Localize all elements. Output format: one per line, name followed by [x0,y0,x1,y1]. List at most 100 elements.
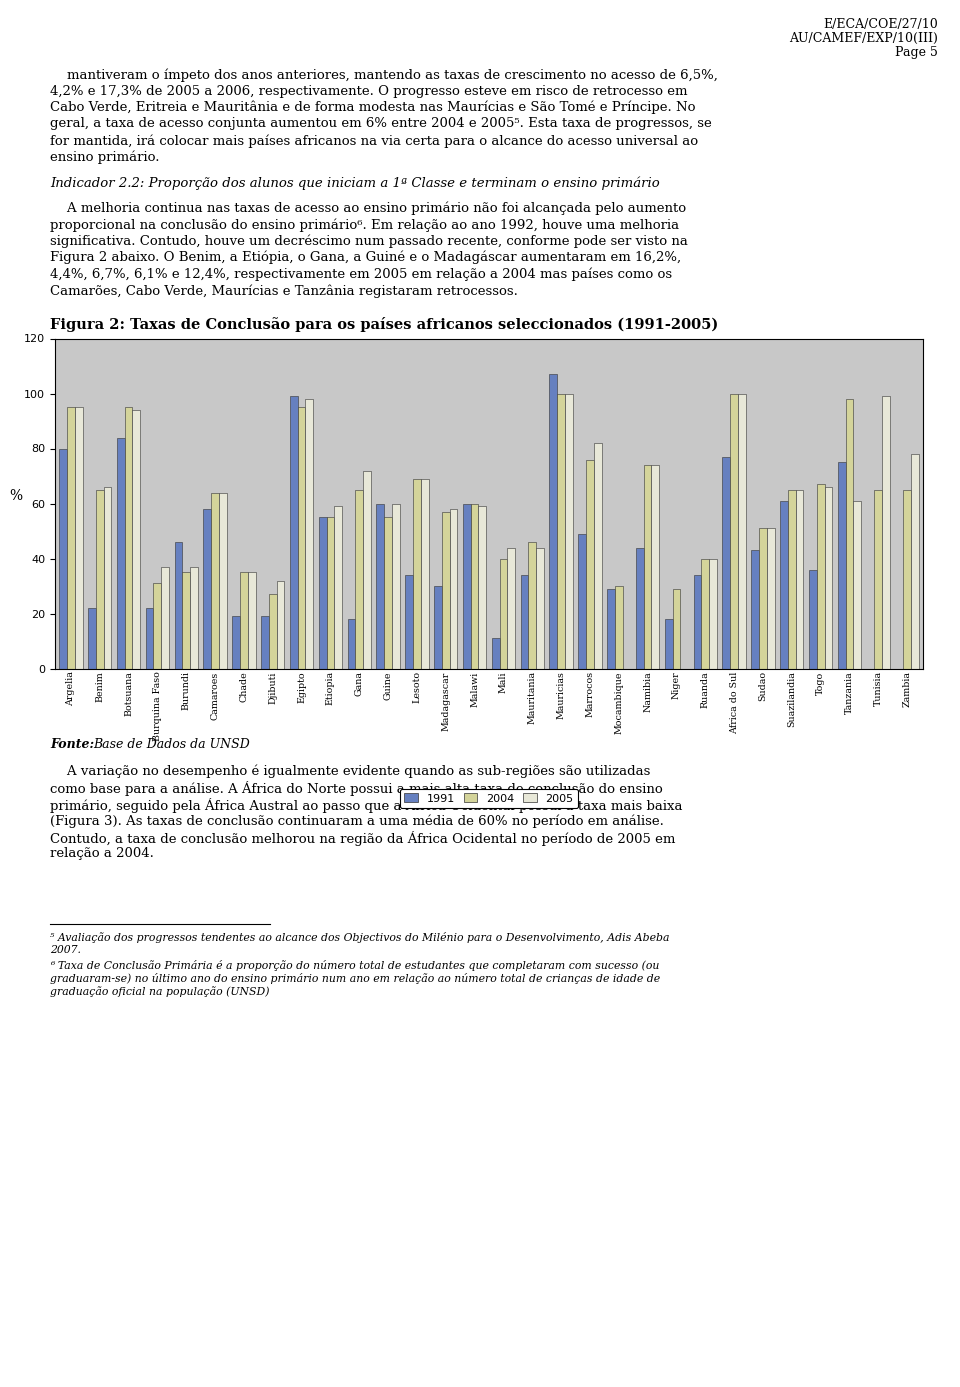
Text: Figura 2 abaixo. O Benim, a Etiópia, o Gana, a Guiné e o Madagáscar aumentaram e: Figura 2 abaixo. O Benim, a Etiópia, o G… [50,251,682,265]
Bar [376,503,384,669]
Y-axis label: %: % [10,490,22,503]
Bar [261,616,269,669]
Bar [117,437,125,669]
Bar [405,576,413,669]
Bar [449,509,457,669]
Bar [96,490,104,669]
Bar [507,548,516,669]
Bar [326,517,334,669]
Text: 4,4%, 6,7%, 6,1% e 12,4%, respectivamente em 2005 em relação a 2004 mas países c: 4,4%, 6,7%, 6,1% e 12,4%, respectivament… [50,268,672,282]
Bar [875,490,882,669]
Bar [536,548,544,669]
Bar [911,454,919,669]
Text: Fonte:: Fonte: [50,738,94,752]
Bar [853,501,861,669]
Bar [752,551,759,669]
Bar [60,448,67,669]
Bar [470,503,478,669]
Bar [420,479,428,669]
Text: 4,2% e 17,3% de 2005 a 2006, respectivamente. O progresso esteve em risco de ret: 4,2% e 17,3% de 2005 a 2006, respectivam… [50,85,687,97]
Bar [182,573,190,669]
Bar [664,619,673,669]
Bar [788,490,796,669]
Text: significativa. Contudo, houve um decréscimo num passado recente, conforme pode s: significativa. Contudo, houve um decrésc… [50,234,688,248]
Bar [355,490,363,669]
Bar [825,487,832,669]
Bar [290,397,298,669]
Bar [434,585,442,669]
Bar [175,542,182,669]
Bar [348,619,355,669]
Text: como base para a análise. A África do Norte possui a mais alta taxa de conclusão: como base para a análise. A África do No… [50,781,662,796]
Bar [809,570,817,669]
Bar [240,573,248,669]
Bar [636,548,644,669]
Text: proporcional na conclusão do ensino primário⁶. Em relação ao ano 1992, houve uma: proporcional na conclusão do ensino prim… [50,218,679,232]
Bar [269,594,276,669]
Bar [392,503,399,669]
Bar [442,512,449,669]
Bar [528,542,536,669]
Legend: 1991, 2004, 2005: 1991, 2004, 2005 [400,789,578,809]
Bar [146,608,154,669]
Bar [276,581,284,669]
Text: relação a 2004.: relação a 2004. [50,847,154,860]
Bar [738,394,746,669]
Bar [190,567,198,669]
Bar [75,408,83,669]
Text: 2007.: 2007. [50,945,81,956]
Text: graduação oficial na população (UNSD): graduação oficial na população (UNSD) [50,986,270,997]
Text: graduaram-se) no último ano do ensino primário num ano em relação ao número tota: graduaram-se) no último ano do ensino pr… [50,974,660,983]
Bar [104,487,111,669]
Text: Page 5: Page 5 [895,46,938,60]
Bar [838,462,846,669]
Bar [67,408,75,669]
Bar [557,394,565,669]
Text: for mantida, irá colocar mais países africanos na via certa para o alcance do ac: for mantida, irá colocar mais países afr… [50,135,698,147]
Text: Indicador 2.2: Proporção dos alunos que iniciam a 1ª Classe e terminam o ensino : Indicador 2.2: Proporção dos alunos que … [50,178,660,190]
Bar [211,492,219,669]
Text: geral, a taxa de acesso conjunta aumentou em 6% entre 2004 e 2005⁵. Esta taxa de: geral, a taxa de acesso conjunta aumento… [50,118,711,130]
Bar [298,408,305,669]
Text: primário, seguido pela África Austral ao passo que a África Ocidental possui a t: primário, seguido pela África Austral ao… [50,798,683,813]
Text: Camarões, Cabo Verde, Maurícias e Tanzânia registaram retrocessos.: Camarões, Cabo Verde, Maurícias e Tanzân… [50,284,517,297]
Bar [305,399,313,669]
Bar [759,528,767,669]
Text: Figura 2: Taxas de Conclusão para os países africanos seleccionados (1991-2005): Figura 2: Taxas de Conclusão para os paí… [50,316,718,331]
Bar [549,374,557,669]
Bar [693,576,702,669]
Bar [125,408,132,669]
Bar [723,456,731,669]
Bar [652,465,660,669]
Text: Base de Dados da UNSD: Base de Dados da UNSD [93,738,250,752]
Bar [492,638,499,669]
Bar [796,490,804,669]
Text: mantiveram o ímpeto dos anos anteriores, mantendo as taxas de crescimento no ace: mantiveram o ímpeto dos anos anteriores,… [50,68,718,82]
Bar [463,503,470,669]
Bar [903,490,911,669]
Text: A melhoria continua nas taxas de acesso ao ensino primário não foi alcançada pel: A melhoria continua nas taxas de acesso … [50,201,686,215]
Bar [161,567,169,669]
Text: ⁶ Taxa de Conclusão Primária é a proporção do número total de estudantes que com: ⁶ Taxa de Conclusão Primária é a proporç… [50,960,660,971]
Bar [520,576,528,669]
Text: ensino primário.: ensino primário. [50,151,159,164]
Bar [767,528,775,669]
Text: (Figura 3). As taxas de conclusão continuaram a uma média de 60% no período em a: (Figura 3). As taxas de conclusão contin… [50,814,664,828]
Bar [817,484,825,669]
Bar [578,534,586,669]
Text: E/ECA/COE/27/10: E/ECA/COE/27/10 [824,18,938,31]
Bar [232,616,240,669]
Bar [644,465,652,669]
Text: ⁵ Avaliação dos progressos tendentes ao alcance dos Objectivos do Milénio para o: ⁵ Avaliação dos progressos tendentes ao … [50,932,669,943]
Bar [614,585,623,669]
Bar [319,517,326,669]
Bar [413,479,420,669]
Bar [709,559,717,669]
Bar [594,442,602,669]
Bar [673,588,681,669]
Text: AU/CAMEF/EXP/10(III): AU/CAMEF/EXP/10(III) [789,32,938,44]
Bar [248,573,255,669]
Bar [204,509,211,669]
Bar [363,470,371,669]
Text: A variação no desempenho é igualmente evidente quando as sub-regiões são utiliza: A variação no desempenho é igualmente ev… [50,766,650,778]
